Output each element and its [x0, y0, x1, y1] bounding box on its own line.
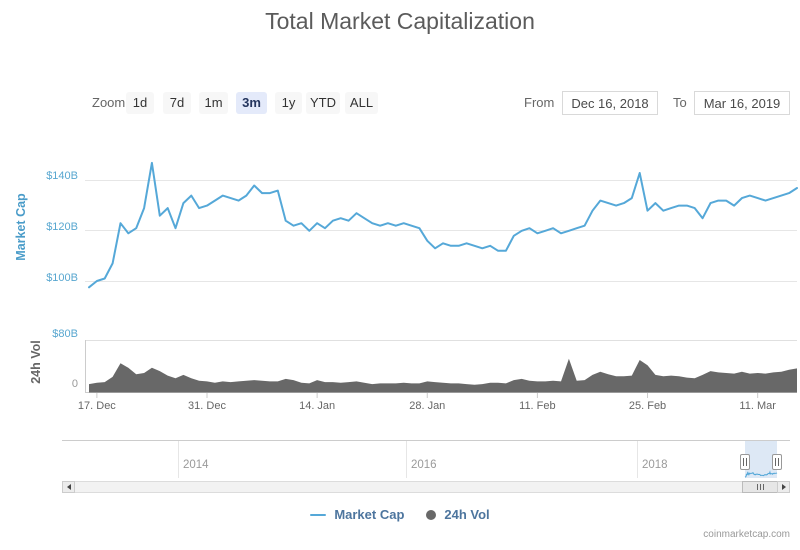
scrollbar-left-arrow-button[interactable]: [62, 481, 75, 493]
navigator-year-2018: 2018: [642, 459, 668, 471]
x-axis-label: 28. Jan: [409, 400, 446, 412]
from-label: From: [524, 95, 555, 110]
zoom-button-all[interactable]: ALL: [345, 92, 378, 114]
volume-tick-80b: $80B: [52, 328, 78, 340]
zoom-button-3m[interactable]: 3m: [236, 92, 267, 114]
navigator-scrollbar[interactable]: [62, 481, 790, 493]
zoom-label: Zoom: [92, 95, 126, 110]
x-axis-label: 17. Dec: [77, 400, 116, 412]
market-cap-line: [88, 161, 798, 289]
chart-title: Total Market Capitalization: [265, 8, 535, 34]
x-axis-label: 25. Feb: [628, 400, 667, 412]
scrollbar-thumb[interactable]: [742, 481, 778, 493]
navigator[interactable]: [62, 440, 790, 479]
x-axis-ticks: [96, 392, 759, 398]
zoom-button-1d[interactable]: 1d: [126, 92, 154, 114]
x-axis-label: 14. Jan: [299, 400, 336, 412]
x-axis-label: 31. Dec: [188, 400, 226, 412]
market-cap-tick-120b: $120B: [46, 221, 78, 233]
market-cap-line-swatch-icon: [310, 513, 327, 516]
to-label: To: [673, 95, 687, 110]
navigator-series-line: [744, 470, 778, 478]
zoom-button-1y[interactable]: 1y: [275, 92, 302, 114]
navigator-handle-right[interactable]: [772, 454, 782, 470]
credit-link[interactable]: coinmarketcap.com: [703, 529, 790, 540]
navigator-year-2016: 2016: [411, 459, 437, 471]
from-date-input[interactable]: [562, 91, 658, 115]
volume-area: [89, 358, 797, 393]
market-cap-axis-title: Market Cap: [14, 193, 28, 261]
zoom-button-1m[interactable]: 1m: [199, 92, 228, 114]
market-cap-tick-140b: $140B: [46, 170, 78, 182]
legend-item-24h-vol[interactable]: 24h Vol: [426, 507, 490, 522]
legend: Market Cap 24h Vol: [0, 507, 800, 522]
right-arrow-icon: [781, 484, 786, 490]
navigator-year-2014: 2014: [183, 459, 209, 471]
market-cap-tick-100b: $100B: [46, 272, 78, 284]
navigator-selected-range: [745, 441, 777, 478]
volume-dot-swatch-icon: [426, 509, 437, 520]
navigator-handle-left[interactable]: [740, 454, 750, 470]
x-axis-label: 11. Feb: [519, 400, 556, 412]
zoom-button-7d[interactable]: 7d: [163, 92, 191, 114]
to-date-input[interactable]: [694, 91, 790, 115]
legend-market-cap-label: Market Cap: [334, 507, 405, 522]
x-axis-label: 11. Mar: [739, 400, 776, 412]
zoom-button-ytd[interactable]: YTD: [306, 92, 340, 114]
legend-24h-vol-label: 24h Vol: [444, 507, 490, 522]
left-arrow-icon: [66, 484, 71, 490]
legend-item-market-cap[interactable]: Market Cap: [310, 507, 404, 522]
scrollbar-right-arrow-button[interactable]: [777, 481, 790, 493]
volume-tick-0: 0: [71, 378, 78, 390]
market-cap-gridlines: [85, 180, 797, 282]
volume-axis-title: 24h Vol: [29, 340, 43, 384]
